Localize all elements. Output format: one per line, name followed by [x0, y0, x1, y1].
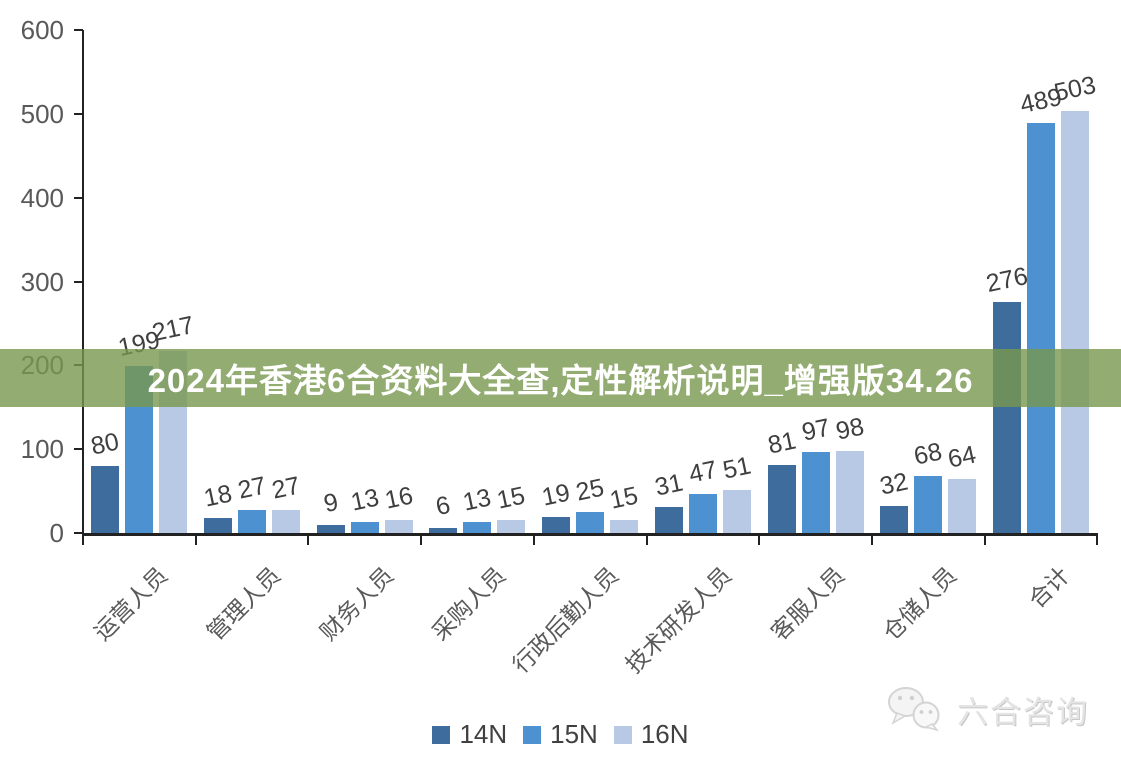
bar-16N-category-6	[835, 451, 864, 533]
bar-15N-category-4	[576, 512, 605, 533]
x-axis-category-label-3: 采购人员	[427, 562, 511, 646]
y-axis-tick-label-400: 400	[20, 182, 64, 213]
bar-15N-category-2	[350, 522, 379, 533]
bar-14N-category-8	[992, 302, 1021, 533]
bar-14N-category-2	[316, 525, 345, 533]
data-label-16N-category-0: 217	[150, 310, 197, 348]
data-label-16N-category-4: 15	[607, 481, 641, 515]
bar-15N-category-3	[463, 522, 492, 533]
data-label-16N-category-3: 15	[494, 481, 528, 515]
x-axis-line	[82, 533, 1098, 536]
y-axis-tick-label-100: 100	[20, 434, 64, 465]
data-label-14N-category-7: 32	[877, 467, 911, 501]
bar-14N-category-1	[204, 518, 233, 533]
data-label-14N-category-5: 31	[652, 468, 686, 502]
bar-14N-category-5	[654, 507, 683, 533]
y-axis-tick-label-600: 600	[20, 15, 64, 45]
legend-label-15N: 15N	[550, 719, 598, 749]
data-label-14N-category-1: 18	[201, 479, 235, 513]
x-axis-tick-mark	[82, 536, 84, 545]
bar-16N-category-7	[948, 479, 977, 533]
bar-14N-category-4	[542, 517, 571, 533]
overlay-ad-banner[interactable]: 2024年香港6合资料大全查,定性解析说明_增强版34.26	[0, 349, 1121, 407]
data-label-16N-category-1: 27	[269, 471, 303, 505]
y-axis-tick-mark	[74, 280, 83, 283]
x-axis-tick-mark	[532, 536, 535, 545]
data-label-15N-category-1: 27	[235, 471, 269, 505]
y-axis-tick-label-300: 300	[20, 266, 64, 297]
data-label-15N-category-2: 13	[348, 483, 382, 517]
data-label-15N-category-4: 25	[573, 473, 607, 507]
bar-16N-category-1	[272, 510, 301, 533]
data-label-14N-category-3: 6	[433, 490, 454, 522]
bar-14N-category-0	[91, 466, 120, 533]
bar-15N-category-6	[801, 452, 830, 533]
legend-swatch-16N	[613, 725, 632, 744]
data-label-15N-category-5: 47	[686, 455, 720, 489]
x-axis-category-label-6: 客服人员	[765, 562, 849, 646]
bar-15N-category-8	[1026, 123, 1055, 533]
data-label-14N-category-2: 9	[321, 487, 341, 519]
x-axis-category-label-8: 合计	[1023, 562, 1075, 613]
overlay-ad-banner-text: 2024年香港6合资料大全查,定性解析说明_增强版34.26	[147, 362, 974, 399]
bar-16N-category-4	[610, 520, 639, 533]
watermark-text: 六合咨询	[957, 694, 1089, 730]
bar-16N-category-5	[722, 490, 751, 533]
legend-item-16N: 16N	[613, 719, 689, 750]
x-axis-tick-mark	[1096, 536, 1099, 545]
y-axis-tick-mark	[74, 532, 83, 534]
x-axis-category-label-0: 运营人员	[89, 562, 173, 646]
data-label-14N-category-6: 81	[765, 426, 799, 460]
chart-legend: 14N 15N 16N	[0, 719, 1121, 750]
x-axis-tick-mark	[194, 536, 197, 545]
data-label-15N-category-7: 68	[911, 437, 945, 471]
bar-14N-category-7	[880, 506, 909, 533]
x-axis-category-label-7: 仓储人员	[878, 562, 962, 646]
legend-swatch-15N	[523, 725, 542, 744]
watermark: 六合咨询	[885, 686, 1089, 732]
bar-14N-category-6	[767, 465, 796, 533]
y-axis-tick-mark	[74, 196, 83, 199]
y-axis-tick-mark	[74, 29, 83, 31]
bar-15N-category-7	[914, 476, 943, 533]
data-label-15N-category-6: 97	[799, 413, 833, 447]
data-label-14N-category-4: 19	[539, 478, 573, 512]
y-axis-line	[82, 30, 84, 536]
legend-label-14N: 14N	[459, 719, 508, 749]
x-axis-tick-mark	[645, 536, 648, 545]
bar-16N-category-3	[497, 520, 526, 533]
y-axis-tick-label-0: 0	[49, 518, 64, 548]
data-label-16N-category-7: 64	[945, 440, 979, 474]
y-axis-tick-mark	[74, 112, 83, 115]
data-label-16N-category-2: 16	[382, 481, 416, 515]
bar-15N-category-1	[238, 510, 267, 533]
y-axis-tick-label-500: 500	[20, 98, 64, 129]
bar-14N-category-3	[429, 528, 458, 533]
legend-swatch-14N	[432, 725, 451, 744]
data-label-14N-category-0: 80	[88, 427, 122, 461]
x-axis-tick-mark	[983, 536, 986, 545]
x-axis-category-label-1: 管理人员	[202, 562, 286, 646]
data-label-14N-category-8: 276	[983, 261, 1031, 299]
data-label-16N-category-8: 503	[1051, 70, 1099, 108]
x-axis-category-label-2: 财务人员	[314, 562, 399, 646]
x-axis-tick-mark	[870, 536, 873, 545]
legend-item-15N: 15N	[523, 719, 598, 750]
bar-16N-category-2	[384, 520, 413, 533]
data-label-15N-category-3: 13	[460, 483, 494, 517]
y-axis-tick-mark	[74, 448, 83, 451]
data-label-16N-category-5: 51	[720, 451, 754, 485]
legend-item-14N: 14N	[432, 719, 507, 750]
x-axis-tick-mark	[307, 536, 310, 545]
legend-label-16N: 16N	[640, 719, 689, 749]
wechat-icon	[888, 687, 940, 732]
x-axis-tick-mark	[758, 536, 761, 545]
x-axis-category-label-4: 行政后勤人员	[507, 562, 624, 678]
bar-16N-category-8	[1060, 111, 1089, 533]
data-label-16N-category-6: 98	[833, 412, 867, 446]
x-axis-category-label-5: 技术研发人员	[620, 562, 737, 678]
x-axis-tick-mark	[420, 536, 423, 545]
bar-15N-category-5	[688, 494, 717, 533]
